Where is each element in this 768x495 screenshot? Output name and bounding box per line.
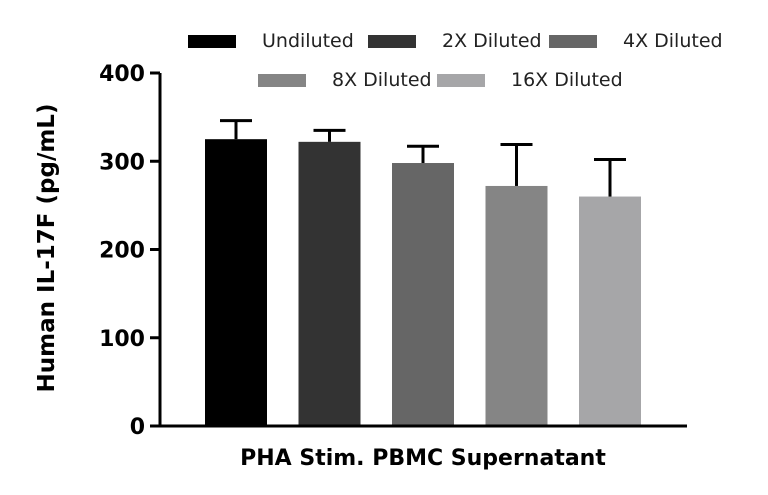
- y-tick-label: 300: [99, 150, 145, 175]
- legend-label: 8X Diluted: [332, 69, 432, 91]
- y-tick-label: 0: [130, 415, 145, 440]
- legend-item: 8X Diluted: [258, 69, 432, 91]
- legend-label: 2X Diluted: [442, 30, 542, 52]
- x-axis-label: PHA Stim. PBMC Supernatant: [240, 446, 606, 471]
- legend-swatch: [549, 34, 597, 48]
- legend-label: Undiluted: [262, 30, 354, 52]
- legend-item: 16X Diluted: [437, 69, 623, 91]
- bar: [205, 139, 267, 426]
- y-axis-label: Human IL-17F (pg/mL): [34, 104, 60, 393]
- bar: [579, 196, 641, 426]
- y-ticks-group: 0 100 200 300 400: [99, 62, 160, 440]
- y-tick-label: 200: [99, 239, 145, 264]
- legend-item: 2X Diluted: [368, 30, 542, 52]
- y-tick-label: 400: [99, 62, 145, 87]
- bar: [298, 141, 361, 426]
- y-tick-label: 100: [99, 327, 145, 352]
- bar: [485, 185, 548, 426]
- legend-item: 4X Diluted: [549, 30, 723, 52]
- bars-group: [205, 139, 641, 426]
- bar: [392, 163, 454, 426]
- legend-item: Undiluted: [188, 30, 354, 52]
- legend-swatch: [258, 73, 306, 87]
- error-bars-group: [220, 119, 626, 197]
- legend-swatch: [188, 34, 236, 48]
- legend-label: 16X Diluted: [511, 69, 623, 91]
- legend-swatch: [437, 73, 485, 87]
- legend-swatch: [368, 34, 416, 48]
- legend-label: 4X Diluted: [623, 30, 723, 52]
